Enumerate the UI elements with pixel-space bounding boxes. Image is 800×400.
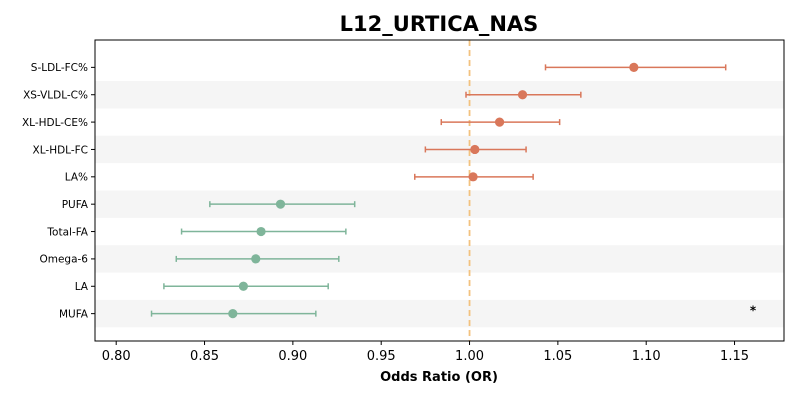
y-tick-label: Omega-6 <box>39 254 88 266</box>
x-axis-label: Odds Ratio (OR) <box>380 370 498 385</box>
rows-layer <box>150 62 727 319</box>
y-tick-label: XS-VLDL-C% <box>23 90 88 102</box>
x-tick-label: 1.05 <box>543 349 572 364</box>
row-band <box>95 190 784 218</box>
forest-row <box>544 62 727 72</box>
y-tick-label: LA <box>75 281 89 293</box>
forest-row <box>175 254 340 264</box>
x-tick-label: 1.15 <box>720 349 749 364</box>
y-tick-label: PUFA <box>62 199 89 211</box>
odds-ratio-point <box>275 199 286 209</box>
forest-row <box>414 172 534 182</box>
odds-ratio-point <box>228 309 238 319</box>
plot-frame <box>94 39 785 342</box>
odds-ratio-point <box>468 172 478 182</box>
x-tick-label: 1.10 <box>632 349 661 364</box>
odds-ratio-point <box>494 117 505 127</box>
forest-row <box>150 309 317 319</box>
odds-ratio-point <box>517 90 528 100</box>
forest-row <box>465 90 582 100</box>
x-tick-label: 0.80 <box>102 349 131 364</box>
odds-ratio-point <box>238 281 248 291</box>
axes: S-LDL-FC% XS-VLDL-C% XL-HDL-CE% XL-HDL-FC LA… <box>22 39 785 364</box>
x-tick-label: 0.95 <box>367 349 396 364</box>
chart-title: L12_URTICA_NAS <box>340 12 539 36</box>
odds-ratio-point <box>251 254 261 264</box>
row-band <box>95 81 784 109</box>
significance-annotation: * <box>750 304 757 318</box>
y-tick-label: S-LDL-FC% <box>31 62 88 74</box>
forest-row <box>440 117 561 127</box>
y-tick-label: LA% <box>65 172 88 184</box>
forest-row <box>209 199 356 209</box>
forest-row <box>180 226 347 237</box>
y-tick-label: XL-HDL-CE% <box>22 117 88 129</box>
odds-ratio-point <box>629 62 639 72</box>
odds-ratio-point <box>256 226 266 237</box>
row-bands <box>95 81 784 328</box>
y-tick-label: Total-FA <box>46 226 88 238</box>
x-tick-label: 0.85 <box>190 349 219 364</box>
x-tick-label: 0.90 <box>278 349 307 364</box>
x-tick-label: 1.00 <box>455 349 484 364</box>
y-tick-label: MUFA <box>59 308 89 320</box>
forest-row <box>163 281 329 291</box>
y-tick-label: XL-HDL-FC <box>33 144 88 156</box>
forest-row <box>424 144 527 155</box>
odds-ratio-point <box>470 144 480 155</box>
